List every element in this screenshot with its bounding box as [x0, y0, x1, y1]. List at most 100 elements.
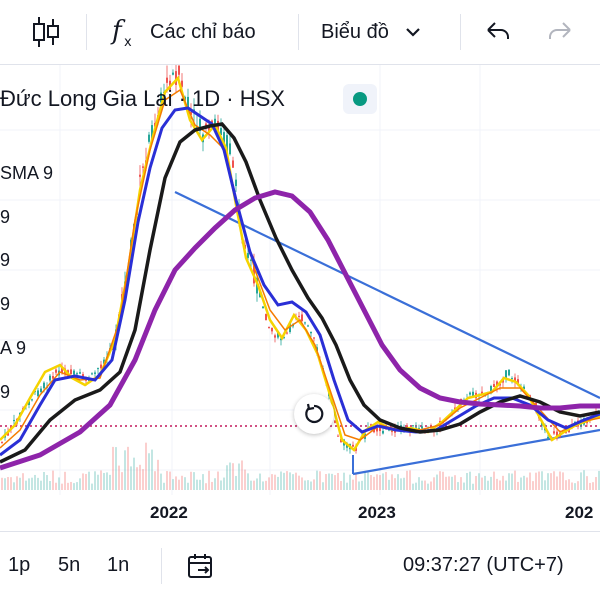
candle-body — [283, 337, 285, 339]
volume-bar — [94, 471, 96, 490]
legend-item-6[interactable]: 9 — [0, 382, 11, 402]
price-chart[interactable] — [0, 65, 600, 495]
volume-bar — [160, 473, 162, 490]
volume-bar — [157, 459, 159, 490]
volume-bar — [544, 480, 546, 490]
candle-body — [151, 125, 153, 141]
volume-bar — [352, 479, 354, 490]
volume-bar — [133, 457, 135, 490]
volume-bar — [10, 477, 12, 490]
candle-body — [220, 128, 222, 136]
candle-body — [79, 372, 81, 374]
volume-bar — [220, 480, 222, 490]
candle-body — [406, 425, 408, 429]
volume-bar — [301, 477, 303, 490]
candle-body — [229, 143, 231, 155]
volume-bar — [22, 473, 24, 490]
candle-body — [28, 401, 30, 405]
volume-bar — [142, 469, 144, 490]
redo-button[interactable] — [545, 0, 575, 64]
volume-bar — [421, 480, 423, 490]
market-status-badge[interactable] — [343, 84, 377, 114]
volume-bar — [529, 472, 531, 490]
candle-body — [346, 444, 348, 448]
date-range-button[interactable] — [186, 552, 216, 588]
volume-bar — [382, 473, 384, 490]
calendar-goto-icon — [188, 554, 212, 578]
candle-body — [271, 327, 273, 332]
symbol-title[interactable]: Đức Long Gia Lai · 1D · HSX — [0, 86, 285, 111]
candle-body — [31, 399, 33, 401]
volume-bar — [445, 476, 447, 490]
volume-bar — [112, 446, 114, 490]
chart-type-button[interactable]: Biểu đồ — [321, 0, 423, 64]
volume-bar — [403, 477, 405, 490]
legend-item-5[interactable]: A 9 — [0, 338, 27, 358]
candle-body — [511, 378, 513, 380]
indicators-button[interactable]: f x Các chỉ báo — [110, 0, 256, 64]
volume-bar — [85, 473, 87, 490]
volume-bar — [103, 472, 105, 490]
legend-item-sma[interactable]: SMA 9 — [0, 163, 54, 183]
volume-bar — [205, 483, 207, 490]
volume-bar — [406, 470, 408, 490]
undo-button[interactable] — [483, 0, 513, 64]
volume-bar — [358, 481, 360, 490]
legend-item-4[interactable]: 9 — [0, 294, 11, 314]
volume-bar — [553, 471, 555, 490]
legend-item-2[interactable]: 9 — [0, 207, 11, 227]
candle-body — [547, 436, 549, 439]
interval-5n-button[interactable]: 5n — [58, 554, 81, 576]
volume-bar — [322, 482, 324, 490]
volume-bar — [178, 479, 180, 490]
clock-timezone-button[interactable]: 09:37:27 (UTC+7) — [403, 554, 564, 576]
candle-body — [175, 71, 177, 85]
volume-bar — [82, 473, 84, 490]
volume-bar — [127, 446, 129, 490]
volume-bar — [61, 483, 63, 490]
volume-bar — [538, 471, 540, 490]
volume-bar — [223, 477, 225, 490]
volume-bar — [418, 477, 420, 490]
reset-chart-button[interactable] — [294, 394, 334, 434]
volume-bar — [280, 471, 282, 490]
candle-body — [514, 377, 516, 383]
chart-type-label: Biểu đồ — [321, 20, 389, 43]
candle-body — [103, 359, 105, 364]
volume-bar — [541, 471, 543, 490]
candle-body — [160, 92, 162, 103]
time-axis[interactable]: 2022 2023 202 — [0, 495, 600, 531]
volume-bar — [580, 472, 582, 490]
volume-bar — [499, 480, 501, 490]
volume-bar — [262, 481, 264, 490]
candle-body — [172, 72, 174, 75]
candle-body — [418, 427, 420, 429]
volume-bar — [49, 480, 51, 490]
chart-canvas[interactable] — [0, 65, 600, 495]
x-tick-label: 2022 — [150, 503, 188, 522]
candle-body — [376, 427, 378, 432]
interval-1p-button[interactable]: 1p — [8, 554, 31, 576]
volume-bar — [268, 477, 270, 490]
candles-icon[interactable] — [32, 0, 60, 64]
candle-body — [100, 364, 102, 369]
volume-bar — [346, 482, 348, 490]
volume-bar — [313, 479, 315, 490]
volume-bar — [514, 470, 516, 490]
volume-bar — [595, 477, 597, 490]
volume-bar — [394, 478, 396, 490]
legend-item-3[interactable]: 9 — [0, 250, 11, 270]
candle-body — [55, 369, 57, 373]
volume-bar — [67, 482, 69, 490]
interval-1n-button[interactable]: 1n — [107, 554, 130, 576]
volume-bar — [232, 463, 234, 490]
volume-bar — [442, 471, 444, 490]
candle-body — [97, 368, 99, 370]
volume-bar — [343, 472, 345, 490]
volume-bar — [370, 475, 372, 490]
volume-bar — [517, 481, 519, 490]
candle-body — [223, 132, 225, 144]
volume-bar — [481, 477, 483, 490]
candle-body — [556, 431, 558, 439]
indicators-label: Các chỉ báo — [150, 20, 256, 43]
